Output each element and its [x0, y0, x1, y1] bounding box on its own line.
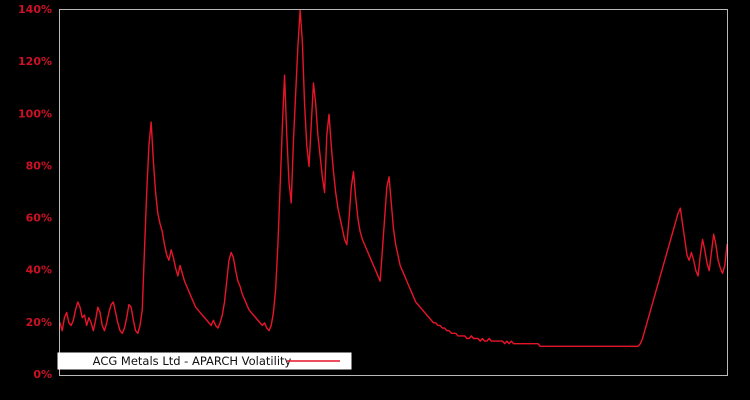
y-axis-tick-label: 140% [18, 3, 52, 16]
y-axis-tick-labels: 0% 20% 40% 60% 80% 100% 120% 140% [18, 3, 52, 381]
y-axis-tick-label: 120% [18, 55, 52, 68]
plot-area-border [59, 9, 728, 376]
chart-legend: ACG Metals Ltd - APARCH Volatility [57, 352, 352, 370]
legend-label: ACG Metals Ltd - APARCH Volatility [93, 354, 292, 368]
legend-background [57, 352, 352, 370]
y-axis-tick-label: 0% [33, 368, 52, 381]
series-layer [60, 10, 727, 348]
y-axis-tick-label: 100% [18, 107, 52, 120]
y-axis-tick-label: 40% [26, 264, 52, 277]
series-line-aparch-volatility [60, 10, 727, 348]
y-axis-tick-label: 20% [26, 316, 52, 329]
y-axis-tick-label: 80% [26, 159, 52, 172]
y-axis-tick-label: 60% [26, 212, 52, 225]
